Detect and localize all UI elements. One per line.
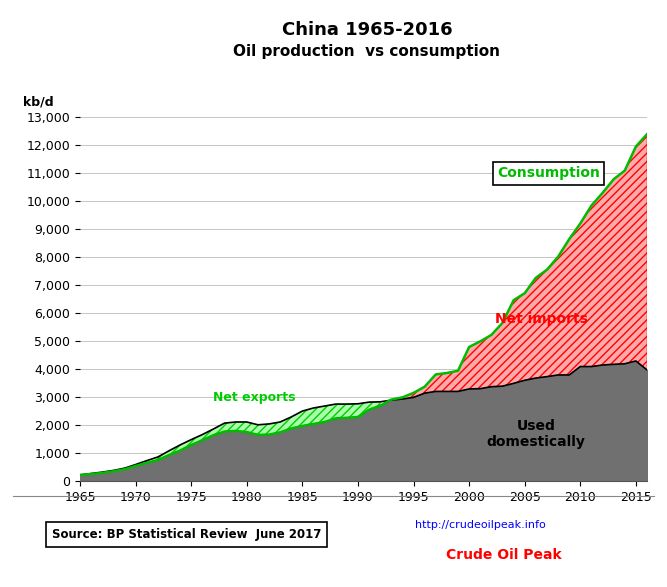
Text: Crude Oil Peak: Crude Oil Peak <box>446 548 562 562</box>
Text: http://crudeoilpeak.info: http://crudeoilpeak.info <box>415 520 546 531</box>
Text: Net exports: Net exports <box>213 391 296 404</box>
Text: Source: BP Statistical Review  June 2017: Source: BP Statistical Review June 2017 <box>52 528 321 541</box>
Text: Net imports: Net imports <box>495 312 588 326</box>
Text: Consumption: Consumption <box>497 166 600 180</box>
Text: China 1965-2016: China 1965-2016 <box>281 21 452 39</box>
Text: kb/d: kb/d <box>23 96 54 109</box>
Text: Oil production  vs consumption: Oil production vs consumption <box>233 44 500 59</box>
Text: Used
domestically: Used domestically <box>486 419 585 449</box>
